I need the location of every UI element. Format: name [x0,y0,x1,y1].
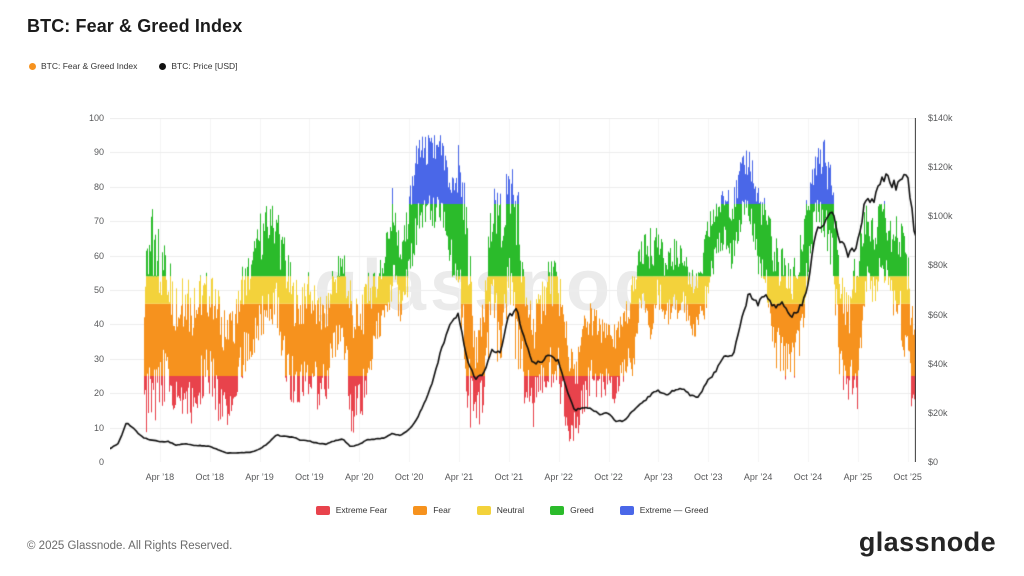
x-axis-tick: Oct ’23 [694,472,723,482]
top-legend-item[interactable]: BTC: Fear & Greed Index [29,61,137,71]
left-axis-tick: 70 [93,216,104,227]
right-axis-tick: $80k [928,260,948,271]
right-axis-tick: $140k [928,113,953,123]
fear-greed-chart-canvas[interactable] [110,118,916,462]
legend-swatch-icon [550,505,565,515]
legend-swatch-icon [315,505,330,515]
right-axis-tick: $60k [928,309,948,320]
x-axis-tick: Oct ’25 [893,472,922,482]
right-axis-tick: $40k [928,358,948,369]
left-axis-tick: 90 [93,147,104,158]
right-axis-tick: $20k [928,407,948,418]
band-legend-item[interactable]: Extreme Fear [315,505,388,515]
legend-swatch-icon [476,505,491,515]
legend-swatch-icon [619,505,634,515]
legend-label: Neutral [496,505,525,515]
x-axis-tick: Oct ’22 [594,472,623,482]
x-axis-tick: Oct ’20 [394,472,424,482]
x-axis-tick: Apr ’22 [544,472,573,482]
left-axis-tick: 100 [88,113,104,123]
top-legend-item[interactable]: BTC: Price [USD] [159,61,238,71]
x-axis-tick: Apr ’23 [644,472,673,482]
x-axis-tick: Oct ’21 [494,472,524,482]
legend-label: Greed [570,505,594,515]
left-axis-tick: 40 [93,319,104,330]
left-axis-tick: 10 [93,422,104,433]
legend-label: BTC: Price [USD] [171,61,238,71]
right-axis-tick: $120k [928,162,953,173]
legend-dot-icon [159,62,167,70]
legend-dot-icon [29,62,36,70]
legend-swatch-icon [413,505,428,515]
band-legend-item[interactable]: Extreme — Greed [619,505,709,515]
x-axis-tick: Apr ’24 [743,472,773,482]
x-axis-tick: Apr ’18 [145,472,175,482]
x-axis-tick: Apr ’25 [843,472,873,482]
page-title: BTC: Fear & Greed Index [27,16,243,36]
legend-label: BTC: Fear & Greed Index [41,61,138,71]
left-axis-tick: 80 [93,181,104,192]
right-axis-tick: $0 [928,457,939,467]
x-axis-tick: Oct ’19 [295,472,324,482]
x-axis-tick: Oct ’24 [793,472,823,482]
left-axis-labels: 0 10 20 30 40 50 60 70 80 90 100 [0,113,104,467]
band-legend-item[interactable]: Neutral [476,505,525,515]
top-legend: BTC: Fear & Greed Index BTC: Price [USD] [29,61,238,71]
legend-label: Fear [433,505,451,515]
band-legend-item[interactable]: Greed [550,505,594,515]
band-legend: Extreme Fear Fear Neutral Greed Extreme — Gr… [0,505,1024,515]
band-legend-item[interactable]: Fear [413,505,451,515]
x-axis-tick: Oct ’18 [195,472,224,482]
left-axis-tick: 60 [93,250,104,261]
copyright-text: © 2025 Glassnode. All Rights Reserved. [27,540,233,552]
x-axis-tick: Apr ’19 [245,472,274,482]
left-axis-tick: 50 [93,285,104,295]
right-axis-tick: $100k [928,211,953,222]
left-axis-tick: 0 [98,457,104,467]
x-axis-tick: Apr ’21 [444,472,474,482]
legend-label: Extreme Fear [335,505,388,515]
glassnode-logo: glassnode [858,527,996,557]
left-axis-tick: 30 [93,353,104,364]
x-axis-tick: Apr ’20 [345,472,374,482]
left-axis-tick: 20 [93,388,104,399]
legend-label: Extreme — Greed [639,505,709,515]
